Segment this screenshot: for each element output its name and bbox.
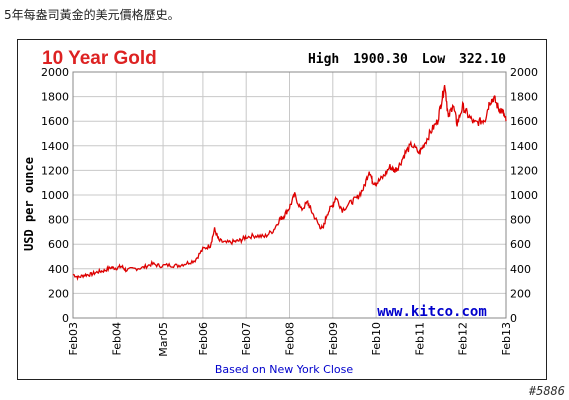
tick-label-layer: 0 0 200 200 400 400 600 600 800 800 1000 1000 1200 12… <box>41 66 538 357</box>
chart-title: 10 Year Gold <box>42 48 157 69</box>
x-tick-label: Feb10 <box>370 322 383 355</box>
x-tick-label: Feb13 <box>500 322 513 355</box>
y-tick-label-left: 0 <box>62 312 69 325</box>
y-tick-label-left: 1400 <box>41 140 69 153</box>
x-tick-label: Mar05 <box>157 322 170 357</box>
y-tick-label-left: 1800 <box>41 91 69 104</box>
y-tick-label-left: 400 <box>48 263 69 276</box>
low-value: 322.10 <box>459 52 506 67</box>
page-caption: 5年每盎司黃金的美元價格歷史。 <box>4 8 180 22</box>
chart-canvas: 0 0 200 200 400 400 600 600 800 800 1000 1000 1200 12… <box>22 48 538 376</box>
y-tick-label-right: 2000 <box>510 66 538 79</box>
y-tick-label-left: 1600 <box>41 115 69 128</box>
corner-tag: #5886 <box>528 384 565 398</box>
y-tick-label-right: 600 <box>510 238 531 251</box>
y-tick-label-right: 200 <box>510 287 531 300</box>
chart-stats: High 1900.30 Low 322.10 <box>308 52 506 67</box>
y-tick-label-left: 200 <box>48 287 69 300</box>
gold-price-series-line <box>72 84 507 281</box>
high-label: High <box>308 52 339 67</box>
x-tick-label: Feb11 <box>413 322 426 355</box>
x-tick-label: Feb12 <box>457 322 470 355</box>
y-tick-label-left: 2000 <box>41 66 69 79</box>
plot-area-border <box>72 71 507 319</box>
x-tick-label: Feb06 <box>197 322 210 355</box>
y-tick-label-right: 1800 <box>510 91 538 104</box>
x-tick-label: Feb07 <box>240 322 253 355</box>
y-tick-label-left: 800 <box>48 214 69 227</box>
grid-layer <box>72 71 507 319</box>
y-tick-label-left: 600 <box>48 238 69 251</box>
y-tick-label-right: 1400 <box>510 140 538 153</box>
watermark-text: www.kitco.com <box>377 304 487 320</box>
y-tick-label-right: 1200 <box>510 164 538 177</box>
y-tick-label-right: 800 <box>510 214 531 227</box>
y-tick-label-left: 1200 <box>41 164 69 177</box>
x-tick-label: Feb03 <box>67 322 80 355</box>
x-tick-label: Feb04 <box>110 322 123 355</box>
y-axis-label: USD per ounce <box>22 157 36 251</box>
y-tick-label-left: 1000 <box>41 189 69 202</box>
high-value: 1900.30 <box>353 52 408 67</box>
y-tick-label-right: 0 <box>510 312 517 325</box>
y-tick-label-right: 400 <box>510 263 531 276</box>
y-tick-label-right: 1600 <box>510 115 538 128</box>
gold-price-chart: 0 0 200 200 400 400 600 600 800 800 1000 1000 1200 12… <box>17 39 547 380</box>
x-tick-label: Feb09 <box>327 322 340 355</box>
footnote-text: Based on New York Close <box>215 363 354 376</box>
y-tick-label-right: 1000 <box>510 189 538 202</box>
low-label: Low <box>422 52 446 67</box>
x-tick-label: Feb08 <box>284 322 297 355</box>
